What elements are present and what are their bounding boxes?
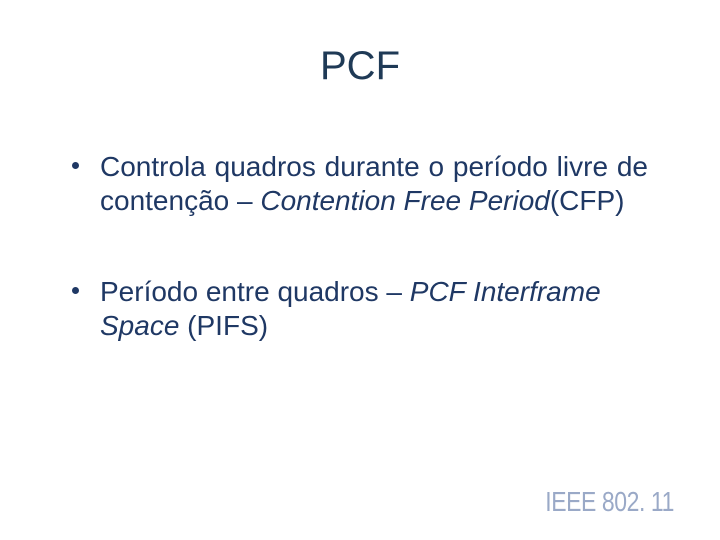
bullet-dot-icon	[72, 162, 79, 169]
bullet-text-post: (PIFS)	[179, 310, 268, 341]
slide: PCF Controla quadros durante o período l…	[0, 0, 720, 540]
slide-body: Controla quadros durante o período livre…	[72, 150, 648, 400]
bullet-text-italic: Contention Free Period	[260, 185, 550, 216]
page-title: PCF	[0, 44, 720, 89]
bullet-item: Período entre quadros – PCF Interframe S…	[72, 275, 648, 342]
bullet-text-post: (CFP)	[550, 185, 625, 216]
bullet-text-pre: Período entre quadros –	[100, 276, 410, 307]
footer-brand: IEEE 802. 11	[545, 486, 674, 518]
bullet-item: Controla quadros durante o período livre…	[72, 150, 648, 217]
bullet-dot-icon	[72, 287, 79, 294]
